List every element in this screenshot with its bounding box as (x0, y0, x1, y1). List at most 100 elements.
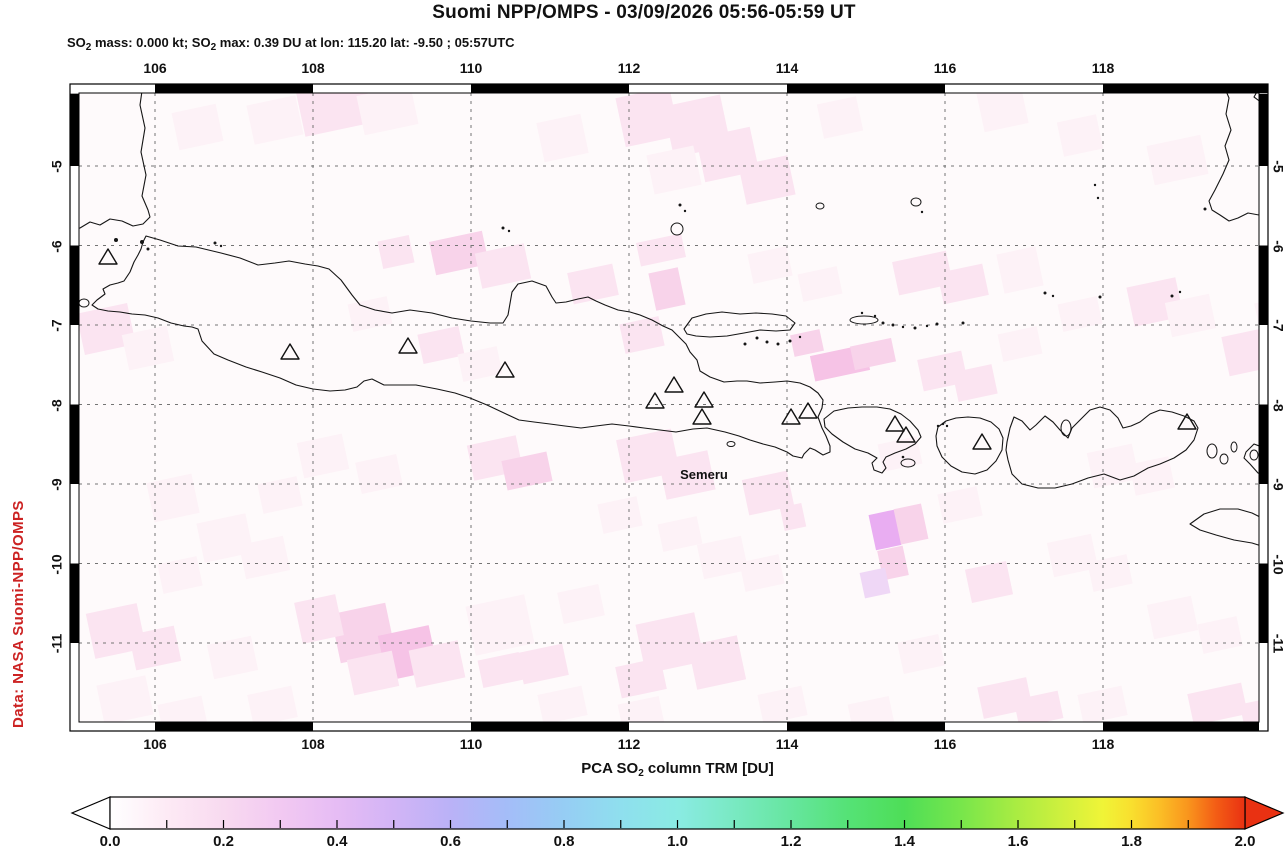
so2-cell (1221, 327, 1259, 377)
so2-cell (615, 657, 667, 699)
small-islands (79, 183, 1259, 468)
island-dot (1093, 183, 1097, 187)
lon-tick-label: 110 (459, 60, 483, 76)
island-outline (1230, 441, 1238, 453)
so2-cell (296, 433, 350, 479)
coastlines (79, 93, 1259, 546)
colorbar-tick-label: 0.4 (326, 833, 348, 850)
so2-cell (816, 96, 864, 139)
so2-cell (892, 250, 953, 296)
island-outline (670, 222, 684, 236)
colorbar-tick-label: 0.0 (99, 833, 121, 850)
lat-tick-label: -10 (48, 553, 65, 575)
island-dot (140, 240, 144, 244)
island-dot (501, 226, 505, 230)
island-dot (1098, 295, 1102, 299)
volcano-triangle-icon (398, 337, 418, 354)
island-dot (1203, 207, 1207, 211)
island-dot (925, 324, 929, 328)
so2-cell (146, 473, 200, 523)
so2-cell (738, 155, 796, 205)
volcano-triangle-icon (781, 408, 801, 425)
lat-tick-label: -11 (1270, 633, 1287, 654)
island-dot (1096, 196, 1100, 200)
so2-cell (246, 95, 304, 145)
so2-cell (859, 567, 891, 599)
volcano-name-label: Semeru (680, 467, 728, 482)
so2-cell (849, 337, 897, 371)
island-outline (79, 298, 90, 308)
island-dot (891, 323, 895, 327)
colorbar-tick-label: 0.6 (440, 833, 461, 850)
volcano-triangle-icon (694, 391, 714, 408)
so2-cell (597, 496, 643, 534)
so2-cell (356, 93, 419, 136)
so2-cell (1057, 296, 1103, 332)
colorbar-overflow-arrow (1244, 796, 1285, 830)
volcano-triangle-icon (98, 248, 118, 265)
so2-cell (1077, 685, 1128, 722)
island-dot (860, 311, 864, 315)
island-dot (219, 244, 223, 248)
so2-cell (1187, 682, 1248, 722)
so2-cell (501, 451, 553, 491)
lat-tick-label: -8 (1270, 398, 1287, 412)
so2-cell (615, 93, 680, 148)
colorbar-tick-label: 1.4 (894, 833, 915, 850)
so2-cell (747, 246, 793, 284)
so2-cell (964, 561, 1014, 603)
island-dot (1051, 294, 1055, 298)
island-outline (1206, 443, 1218, 459)
lon-tick-label: 108 (301, 736, 325, 752)
lon-tick-label: 112 (617, 60, 641, 76)
island-dot (935, 322, 939, 326)
so2-cell (1146, 134, 1209, 186)
so2-cell (658, 450, 716, 500)
so2-cell (976, 93, 1029, 133)
island-outline (815, 202, 825, 210)
so2-cell (646, 145, 702, 195)
map-canvas: Semeru (69, 83, 1269, 732)
colorbar-tick-label: 0.8 (553, 833, 575, 850)
lon-tick-label: 114 (775, 736, 799, 752)
island-dot (743, 342, 747, 346)
lon-tick-label: 108 (301, 60, 325, 76)
so2-cells-layer (79, 93, 1259, 722)
island-dot (881, 321, 885, 325)
lon-tick-label: 118 (1091, 736, 1115, 752)
nasa-watermark: Data: NASA Suomi-NPP/OMPS (10, 500, 27, 728)
island-dot (146, 247, 150, 251)
island-dot (945, 424, 949, 428)
map-frame (69, 83, 1269, 732)
coastline (91, 235, 831, 459)
so2-cell (1164, 293, 1217, 338)
so2-cell (877, 436, 923, 472)
so2-cell (937, 486, 983, 524)
island-dot (961, 321, 965, 325)
so2-cell (847, 695, 895, 722)
so2-cell (797, 266, 843, 302)
coastline (683, 311, 796, 338)
so2-cell (1239, 696, 1259, 722)
lat-tick-label: -5 (48, 160, 65, 173)
lat-tick-label: -10 (1270, 553, 1287, 575)
so2-cell (636, 233, 686, 267)
so2-cell (1046, 533, 1099, 578)
so2-cell (457, 346, 503, 382)
plot-title: Suomi NPP/OMPS - 03/09/2026 05:56-05:59 … (432, 2, 856, 23)
so2-cell (247, 685, 298, 722)
lon-tick-label: 116 (933, 60, 957, 76)
so2-cell (687, 635, 747, 690)
so2-cell (779, 502, 807, 532)
island-outline (900, 458, 916, 468)
so2-cell (171, 103, 224, 151)
lon-tick-label: 110 (459, 736, 483, 752)
coastline (935, 416, 1004, 475)
lon-tick-label: 106 (143, 736, 167, 752)
so2-cell (897, 633, 945, 675)
so2-cell (79, 303, 136, 355)
so2-cell (741, 470, 795, 516)
so2-cell (347, 296, 393, 332)
island-dot (913, 326, 917, 330)
